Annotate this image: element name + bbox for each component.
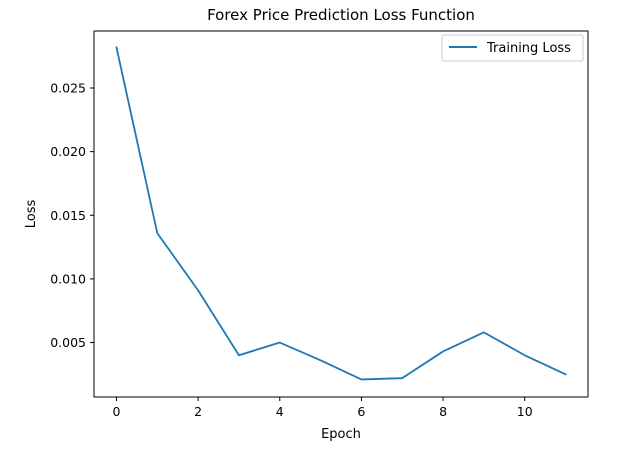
y-axis: 0.005 0.010 0.015 0.020 0.025 [50,81,94,350]
legend: Training Loss [441,34,584,62]
legend-label: Training Loss [486,41,571,56]
y-tick-label: 0.020 [50,144,86,159]
legend-box [441,34,584,62]
x-tick-label: 0 [112,404,120,419]
plot-area [93,30,589,398]
y-axis-label: Loss [24,200,39,229]
series-layer [115,46,567,381]
x-tick-label: 4 [276,404,284,419]
y-tick-label: 0.005 [50,335,86,350]
x-tick-label: 6 [357,404,365,419]
x-tick-label: 8 [439,404,447,419]
chart-title: Forex Price Prediction Loss Function [207,6,475,24]
y-tick-label: 0.015 [50,208,86,223]
y-tick-label: 0.010 [50,271,86,286]
x-axis-label: Epoch [321,427,361,442]
x-axis: 0 2 4 6 8 10 [112,397,533,419]
y-tick-label: 0.025 [50,81,86,96]
x-tick-label: 10 [517,404,533,419]
series-line [115,46,567,381]
x-tick-label: 2 [194,404,202,419]
